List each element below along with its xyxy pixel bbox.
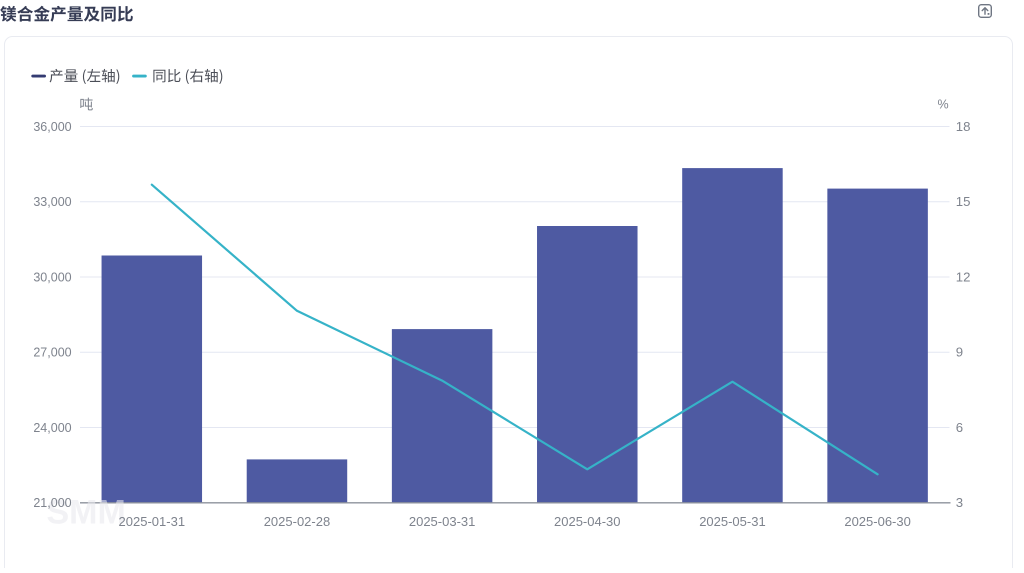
svg-text:2025-01-31: 2025-01-31: [119, 514, 186, 529]
svg-text:18: 18: [956, 119, 971, 134]
svg-text:2025-06-30: 2025-06-30: [844, 514, 911, 529]
svg-text:%: %: [938, 97, 949, 111]
svg-text:24,000: 24,000: [33, 421, 71, 435]
svg-text:2025-04-30: 2025-04-30: [554, 514, 621, 529]
svg-text:3: 3: [956, 495, 963, 510]
svg-text:21,000: 21,000: [33, 496, 71, 510]
svg-text:2025-05-31: 2025-05-31: [699, 514, 766, 529]
svg-text:2025-03-31: 2025-03-31: [409, 514, 476, 529]
svg-text:2025-02-28: 2025-02-28: [264, 514, 331, 529]
svg-text:15: 15: [956, 194, 971, 209]
svg-text:SMM: SMM: [47, 494, 126, 532]
svg-text:9: 9: [956, 345, 963, 360]
svg-text:30,000: 30,000: [33, 270, 71, 284]
svg-text:6: 6: [956, 420, 963, 435]
svg-text:36,000: 36,000: [33, 120, 71, 134]
svg-text:12: 12: [956, 269, 971, 284]
svg-text:33,000: 33,000: [33, 195, 71, 209]
svg-text:27,000: 27,000: [33, 346, 71, 360]
